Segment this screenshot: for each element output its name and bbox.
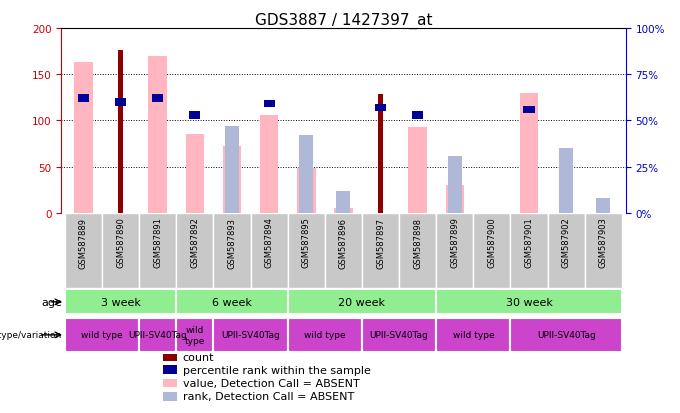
Text: count: count <box>182 352 214 362</box>
Bar <box>288 290 437 315</box>
Bar <box>176 318 214 352</box>
Bar <box>334 209 353 214</box>
Text: UPII-SV40Tag: UPII-SV40Tag <box>221 330 280 339</box>
Bar <box>547 214 585 288</box>
Bar <box>118 51 123 214</box>
Bar <box>163 366 177 374</box>
Text: GSM587902: GSM587902 <box>562 217 571 268</box>
Bar <box>176 290 288 315</box>
Bar <box>412 112 423 119</box>
Text: age: age <box>41 297 62 307</box>
Text: GSM587897: GSM587897 <box>376 217 385 268</box>
Text: wild type: wild type <box>304 330 345 339</box>
Bar <box>288 214 325 288</box>
Bar <box>102 214 139 288</box>
Bar <box>264 101 275 108</box>
Bar <box>225 127 239 214</box>
Text: GSM587899: GSM587899 <box>450 217 459 268</box>
Bar <box>115 99 126 106</box>
Bar <box>473 214 511 288</box>
Text: wild type: wild type <box>81 330 123 339</box>
Bar <box>437 214 473 288</box>
Bar <box>448 156 462 214</box>
Text: percentile rank within the sample: percentile rank within the sample <box>182 365 371 375</box>
Bar <box>524 106 534 114</box>
Text: UPII-SV40Tag: UPII-SV40Tag <box>370 330 428 339</box>
Text: GSM587890: GSM587890 <box>116 217 125 268</box>
Bar <box>337 191 350 214</box>
Text: GSM587901: GSM587901 <box>524 217 534 268</box>
Bar <box>163 392 177 401</box>
Text: genotype/variation: genotype/variation <box>0 330 62 339</box>
Bar <box>445 186 464 214</box>
Text: GSM587895: GSM587895 <box>302 217 311 268</box>
Text: GSM587891: GSM587891 <box>153 217 163 268</box>
Text: wild type: wild type <box>453 330 494 339</box>
Bar <box>362 214 399 288</box>
Bar <box>78 95 89 102</box>
Bar <box>74 63 92 214</box>
Bar <box>409 128 427 214</box>
Text: UPII-SV40Tag: UPII-SV40Tag <box>129 330 187 339</box>
Bar <box>437 318 511 352</box>
Bar <box>297 169 316 214</box>
Bar <box>511 318 622 352</box>
Bar <box>596 199 610 214</box>
Bar <box>65 214 102 288</box>
Bar <box>511 214 547 288</box>
Text: 6 week: 6 week <box>212 297 252 307</box>
Bar <box>214 214 250 288</box>
Text: UPII-SV40Tag: UPII-SV40Tag <box>537 330 596 339</box>
Bar <box>223 147 241 214</box>
Text: GSM587894: GSM587894 <box>265 217 273 268</box>
Text: 20 week: 20 week <box>339 297 386 307</box>
Text: 30 week: 30 week <box>506 297 552 307</box>
Text: GSM587903: GSM587903 <box>599 217 608 268</box>
Bar <box>65 290 176 315</box>
Bar <box>325 214 362 288</box>
Text: GSM587893: GSM587893 <box>228 217 237 268</box>
Bar <box>375 104 386 112</box>
Bar <box>288 318 362 352</box>
Text: GSM587896: GSM587896 <box>339 217 348 268</box>
Bar <box>299 136 313 214</box>
Bar <box>163 352 177 361</box>
Text: rank, Detection Call = ABSENT: rank, Detection Call = ABSENT <box>182 391 354 401</box>
Text: wild
type: wild type <box>185 325 205 345</box>
Bar <box>260 116 278 214</box>
Bar <box>399 214 437 288</box>
Bar <box>189 112 201 119</box>
Text: 3 week: 3 week <box>101 297 141 307</box>
Bar <box>139 214 176 288</box>
Bar <box>176 214 214 288</box>
Text: GSM587900: GSM587900 <box>488 217 496 268</box>
Bar <box>250 214 288 288</box>
Bar <box>152 95 163 102</box>
Text: GSM587892: GSM587892 <box>190 217 199 268</box>
Text: value, Detection Call = ABSENT: value, Detection Call = ABSENT <box>182 378 359 388</box>
Text: GSM587898: GSM587898 <box>413 217 422 268</box>
Bar <box>559 149 573 214</box>
Bar <box>148 57 167 214</box>
Bar <box>139 318 176 352</box>
Bar <box>65 318 139 352</box>
Bar <box>437 290 622 315</box>
Bar <box>362 318 437 352</box>
Title: GDS3887 / 1427397_at: GDS3887 / 1427397_at <box>254 13 432 29</box>
Bar <box>186 135 204 214</box>
Bar <box>520 93 539 214</box>
Bar <box>585 214 622 288</box>
Text: GSM587889: GSM587889 <box>79 217 88 268</box>
Bar <box>378 95 384 214</box>
Bar <box>163 379 177 387</box>
Bar <box>214 318 288 352</box>
